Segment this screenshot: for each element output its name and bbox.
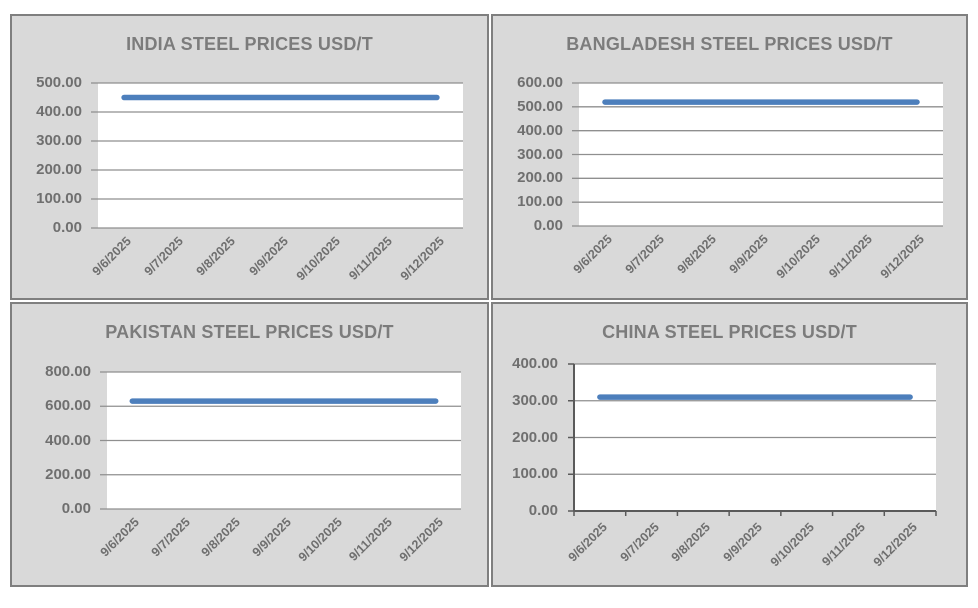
- plot-area-bangladesh: [572, 82, 943, 227]
- y-axis-label: 200.00: [517, 169, 563, 187]
- y-axis-label: 200.00: [45, 465, 91, 483]
- y-axis-label: 400.00: [512, 355, 558, 372]
- plot-area-pakistan: [100, 371, 461, 510]
- y-axis-label: 100.00: [36, 190, 82, 207]
- chart-canvas: [572, 82, 943, 227]
- y-axis-label: 300.00: [512, 391, 558, 409]
- plot-area-china: [568, 363, 937, 516]
- chart-canvas: [100, 371, 461, 510]
- y-axis-label: 400.00: [36, 103, 82, 120]
- y-axis-label: 300.00: [36, 132, 82, 149]
- plot-area-india: [91, 82, 463, 229]
- chart-canvas: [91, 82, 463, 229]
- chart-bangladesh: BANGLADESH STEEL PRICES USD/T 600.00 500.…: [491, 14, 968, 300]
- y-axis-label: 400.00: [45, 431, 91, 449]
- chart-title-pakistan: PAKISTAN STEEL PRICES USD/T: [105, 322, 394, 342]
- chart-canvas: [568, 363, 937, 516]
- y-axis-label: 0.00: [52, 219, 82, 236]
- y-axis-label: 600.00: [517, 74, 563, 91]
- y-axis-label: 0.00: [61, 500, 91, 517]
- y-axis-label: 800.00: [45, 363, 91, 380]
- y-axis-label: 0.00: [533, 217, 563, 234]
- y-axis-label: 100.00: [517, 193, 563, 211]
- y-axis-label: 200.00: [36, 161, 82, 178]
- x-axis-label: 9/6/2025: [97, 515, 143, 560]
- y-axis-label: 400.00: [517, 121, 563, 139]
- y-axis-label: 500.00: [517, 97, 563, 115]
- y-axis-label: 500.00: [36, 74, 82, 91]
- y-axis-label: 300.00: [517, 145, 563, 163]
- chart-title-china: CHINA STEEL PRICES USD/T: [602, 322, 857, 342]
- chart-title-bangladesh: BANGLADESH STEEL PRICES USD/T: [566, 34, 893, 54]
- y-axis-label: 200.00: [512, 428, 558, 446]
- chart-title-india: INDIA STEEL PRICES USD/T: [126, 34, 373, 54]
- chart-pakistan: PAKISTAN STEEL PRICES USD/T 800.00 600.00…: [10, 302, 489, 587]
- chart-china: CHINA STEEL PRICES USD/T 400.00 300.00 200…: [491, 302, 968, 587]
- y-axis-label: 600.00: [45, 397, 91, 415]
- y-axis-label: 100.00: [512, 465, 558, 483]
- chart-india: INDIA STEEL PRICES USD/T 500.00 400.00 300…: [10, 14, 489, 300]
- y-axis-label: 0.00: [528, 502, 558, 519]
